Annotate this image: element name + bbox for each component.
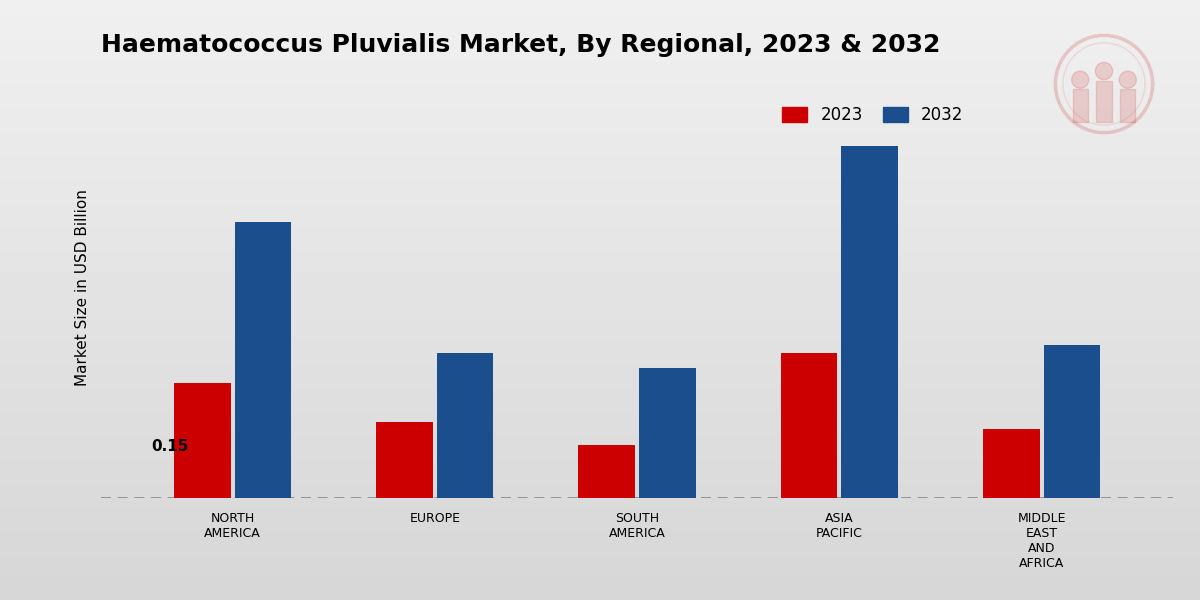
Bar: [1073, 89, 1087, 122]
Text: Haematococcus Pluvialis Market, By Regional, 2023 & 2032: Haematococcus Pluvialis Market, By Regio…: [101, 33, 941, 57]
Circle shape: [1096, 62, 1112, 80]
Circle shape: [1072, 71, 1088, 88]
Y-axis label: Market Size in USD Billion: Market Size in USD Billion: [74, 189, 90, 386]
Bar: [437, 353, 493, 498]
Bar: [174, 383, 230, 498]
Bar: [841, 146, 898, 498]
Legend: 2023, 2032: 2023, 2032: [774, 98, 972, 133]
Bar: [983, 429, 1039, 498]
Bar: [1121, 89, 1135, 122]
Bar: [376, 422, 433, 498]
Bar: [640, 368, 696, 498]
Text: 0.15: 0.15: [151, 439, 190, 454]
Bar: [1097, 81, 1111, 122]
Bar: [234, 223, 292, 498]
Bar: [781, 353, 838, 498]
Bar: [578, 445, 635, 498]
Circle shape: [1120, 71, 1136, 88]
Bar: [1044, 345, 1100, 498]
